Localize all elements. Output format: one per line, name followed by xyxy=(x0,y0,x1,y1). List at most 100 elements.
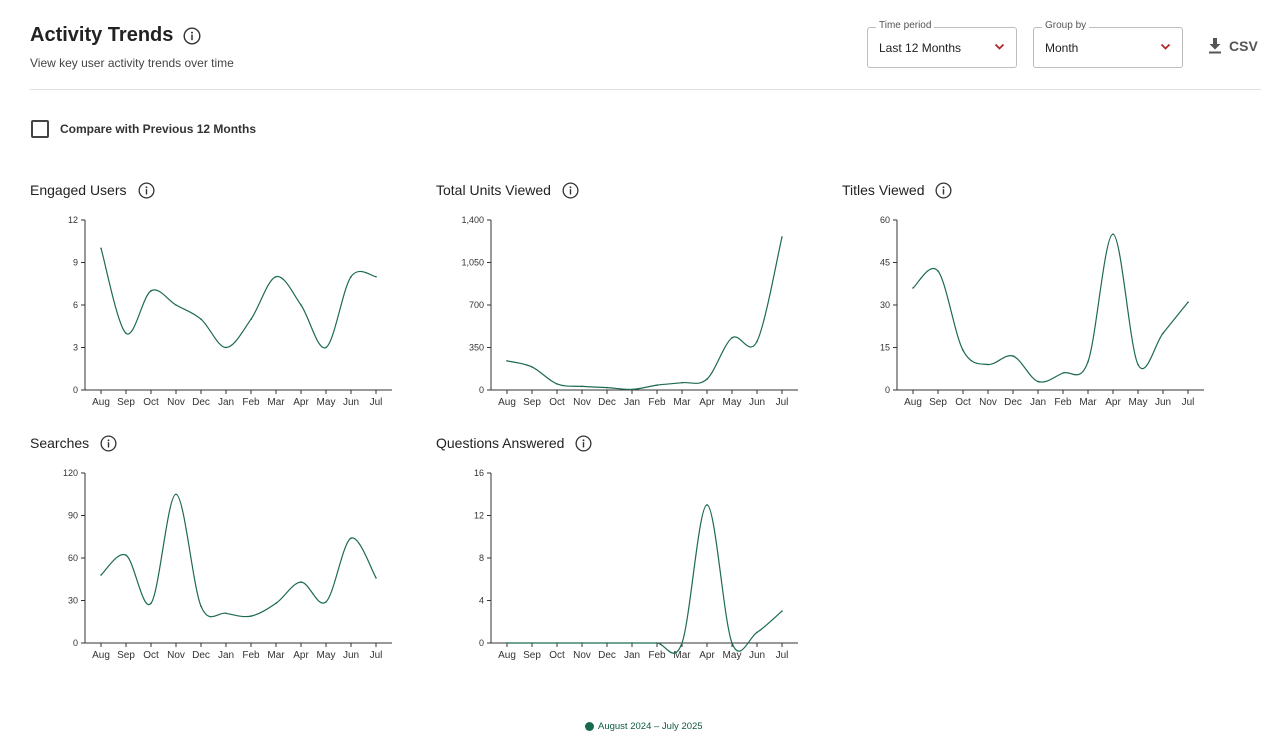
x-tick-label: Mar xyxy=(267,397,285,408)
series-line xyxy=(100,248,377,349)
chart-title-row: Searches xyxy=(30,433,410,453)
x-tick-label: Jun xyxy=(749,650,765,661)
y-tick-label: 1,050 xyxy=(461,258,484,268)
data-point xyxy=(556,642,558,644)
data-point xyxy=(706,378,708,380)
data-point xyxy=(606,642,608,644)
info-icon[interactable] xyxy=(575,434,592,452)
x-tick-label: May xyxy=(723,397,742,408)
info-icon[interactable] xyxy=(100,434,117,452)
data-point xyxy=(1187,301,1189,303)
data-point xyxy=(631,388,633,391)
x-tick-label: Dec xyxy=(1004,397,1022,408)
x-tick-label: Jan xyxy=(218,650,234,661)
x-tick-label: Aug xyxy=(92,650,110,661)
chart-plot: 0 3 6 9 12 Aug Sep Oct Nov Dec Jan Feb Mar Apr May Jun J… xyxy=(68,215,392,408)
x-tick-label: Jul xyxy=(776,650,789,661)
x-tick-label: Nov xyxy=(573,397,591,408)
y-tick-label: 12 xyxy=(474,511,484,521)
data-point xyxy=(100,574,102,576)
compare-toggle[interactable]: Compare with Previous 12 Months xyxy=(31,120,256,138)
x-tick-label: Jul xyxy=(370,397,383,408)
group-by-select[interactable]: Group by Month xyxy=(1033,20,1183,68)
chart-titles-viewed: Titles Viewed 0 15 30 45 60 Aug Sep Oct Nov Dec Ja… xyxy=(842,180,1222,420)
data-point xyxy=(175,304,177,306)
x-tick-label: Oct xyxy=(549,397,565,408)
chart-plot: 0 350 700 1,050 1,400 Aug Sep Oct Nov Dec Jan Feb Ma… xyxy=(461,215,798,408)
data-point xyxy=(300,581,302,583)
y-tick-label: 0 xyxy=(885,385,890,395)
data-point xyxy=(606,386,608,389)
y-tick-label: 45 xyxy=(880,258,890,268)
data-point xyxy=(1137,363,1139,366)
csv-download-button[interactable]: CSV xyxy=(1206,36,1258,55)
x-tick-label: May xyxy=(317,650,336,661)
data-point xyxy=(987,363,989,366)
chart-title: Searches xyxy=(30,435,90,451)
data-point xyxy=(1112,233,1114,235)
x-tick-label: Jan xyxy=(218,397,234,408)
compare-checkbox[interactable] xyxy=(31,120,49,138)
time-period-label: Time period xyxy=(876,20,935,31)
chart-questions-answered: Questions Answered 0 4 8 12 16 Aug Sep Oct Nov De… xyxy=(436,433,816,673)
y-tick-label: 3 xyxy=(73,343,78,353)
y-tick-label: 0 xyxy=(479,638,484,648)
compare-label: Compare with Previous 12 Months xyxy=(60,122,257,136)
x-tick-label: Sep xyxy=(117,650,135,661)
group-by-value: Month xyxy=(1045,41,1079,55)
info-icon[interactable] xyxy=(137,181,155,199)
x-tick-label: Jun xyxy=(343,650,359,661)
x-tick-label: Feb xyxy=(242,650,260,661)
x-tick-label: May xyxy=(1129,397,1148,408)
x-tick-label: Apr xyxy=(293,650,309,661)
x-tick-label: Nov xyxy=(167,650,185,661)
data-point xyxy=(350,537,352,539)
data-point xyxy=(100,247,102,250)
data-point xyxy=(125,554,127,556)
data-point xyxy=(656,642,658,644)
data-point xyxy=(581,642,583,644)
x-tick-label: Jul xyxy=(1182,397,1195,408)
legend-label: August 2024 – July 2025 xyxy=(598,721,703,732)
data-point xyxy=(506,360,508,362)
data-point xyxy=(300,304,302,306)
x-tick-label: Sep xyxy=(523,397,541,408)
x-tick-label: Aug xyxy=(498,650,516,661)
info-icon[interactable] xyxy=(183,26,201,45)
x-tick-label: May xyxy=(317,397,336,408)
y-tick-label: 30 xyxy=(68,596,78,606)
chart-title: Engaged Users xyxy=(30,182,127,198)
chart-total-units-viewed: Total Units Viewed 0 350 700 1,050 1,400 Aug S… xyxy=(436,180,816,420)
data-point xyxy=(200,318,202,320)
page-subtitle: View key user activity trends over time xyxy=(30,56,234,70)
data-point xyxy=(375,275,377,278)
data-point xyxy=(200,605,202,607)
chart-engaged-users: Engaged Users 0 3 6 9 12 Aug Sep Oct Nov Dec Jan Fe… xyxy=(30,180,410,420)
data-point xyxy=(350,275,352,278)
page-title: Activity Trends xyxy=(30,24,174,46)
x-tick-label: Aug xyxy=(904,397,922,408)
data-point xyxy=(325,346,327,349)
data-point xyxy=(756,631,758,634)
chart-searches: Searches 0 30 60 90 120 Aug Sep Oct Nov Dec Jan Feb… xyxy=(30,433,410,673)
x-tick-label: May xyxy=(723,650,742,661)
data-point xyxy=(1012,355,1014,357)
group-by-label: Group by xyxy=(1042,20,1090,31)
info-icon[interactable] xyxy=(935,181,953,199)
x-tick-label: Apr xyxy=(699,397,715,408)
data-point xyxy=(937,270,939,272)
download-icon xyxy=(1206,36,1224,55)
y-tick-label: 15 xyxy=(880,343,890,353)
header-divider xyxy=(30,89,1261,90)
time-period-select[interactable]: Time period Last 12 Months xyxy=(867,20,1017,68)
y-tick-label: 4 xyxy=(479,596,484,606)
x-tick-label: Oct xyxy=(143,650,159,661)
data-point xyxy=(581,385,583,388)
series-line xyxy=(506,236,783,391)
x-tick-label: Sep xyxy=(117,397,135,408)
y-tick-label: 0 xyxy=(73,385,78,395)
data-point xyxy=(275,602,277,605)
y-tick-label: 60 xyxy=(68,553,78,563)
data-point xyxy=(781,236,783,238)
info-icon[interactable] xyxy=(562,181,579,199)
